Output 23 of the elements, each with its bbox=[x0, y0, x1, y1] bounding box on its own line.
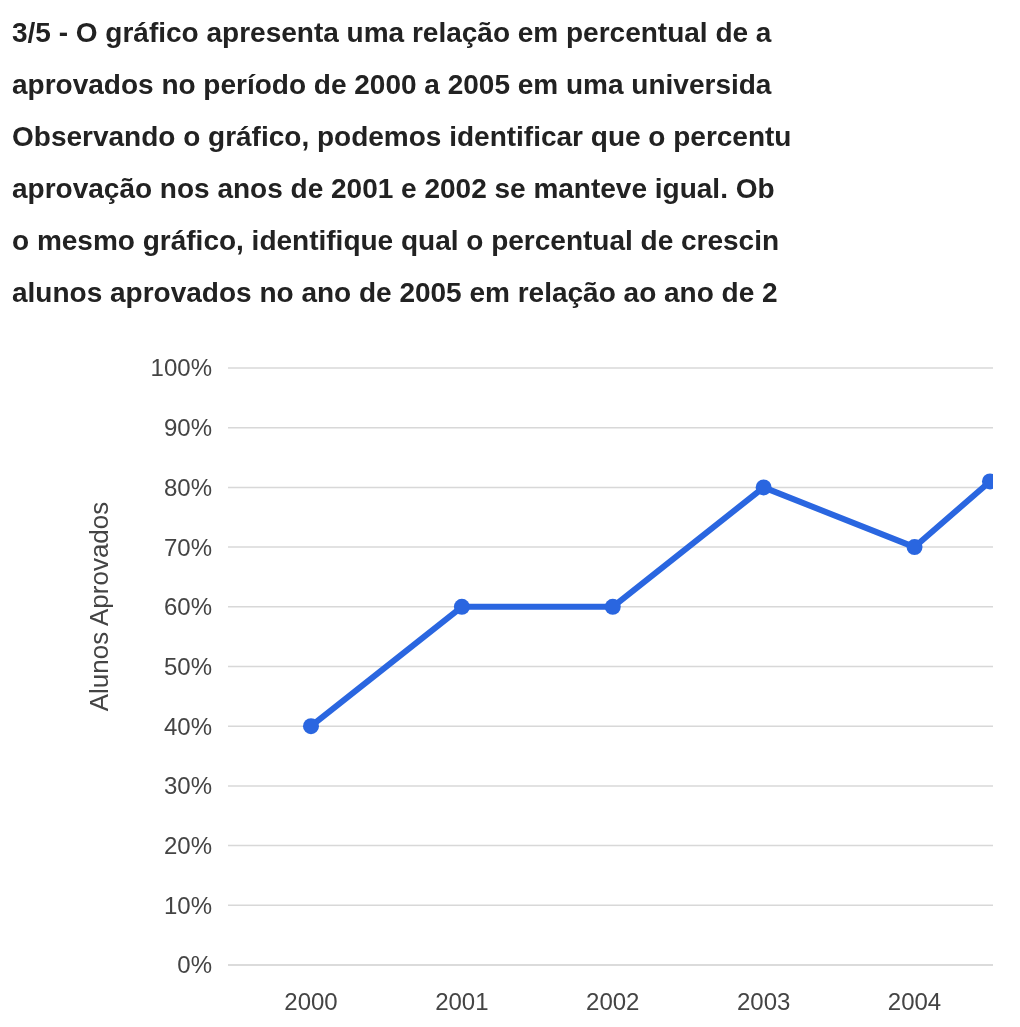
y-tick-label: 50% bbox=[163, 652, 212, 680]
y-tick-label: 20% bbox=[163, 832, 212, 859]
point bbox=[906, 539, 923, 556]
point bbox=[302, 718, 319, 735]
point bbox=[453, 598, 470, 615]
x-tick-label: 2002 bbox=[586, 988, 640, 1015]
y-tick-label: 90% bbox=[163, 414, 212, 442]
x-tick-label: 2001 bbox=[435, 988, 489, 1015]
y-tick-label: 10% bbox=[163, 891, 212, 919]
y-tick-label: 100% bbox=[150, 354, 212, 382]
y-tick-label: 0% bbox=[177, 951, 212, 979]
y-tick-label: 70% bbox=[163, 533, 212, 561]
x-tick-label: 2004 bbox=[887, 988, 942, 1015]
point bbox=[755, 479, 772, 496]
chart-title: 3/5 - O gráfico apresenta uma relação em percentual de a aprovados no período de 2000 a 2005 em uma universida Observando o gráfico, podemos identificar que o percentu aprovação nos anos de 2001 e 2002 se manteve igual. Ob o mesmo gráfico, identifique qual o percentual de crescin alunos aprovados no ano de 2005 em relação ao ano de 2 bbox=[12, 17, 792, 308]
y-tick-label: 40% bbox=[163, 712, 212, 740]
y-tick-label: 30% bbox=[163, 772, 212, 800]
x-tick-label: 2000 bbox=[284, 988, 338, 1015]
y-axis-title: Alunos Aprovados bbox=[84, 501, 114, 712]
x-tick-label: 2003 bbox=[736, 988, 791, 1015]
y-tick-label: 80% bbox=[163, 473, 212, 501]
point bbox=[604, 598, 621, 615]
y-tick-label: 60% bbox=[163, 593, 212, 621]
